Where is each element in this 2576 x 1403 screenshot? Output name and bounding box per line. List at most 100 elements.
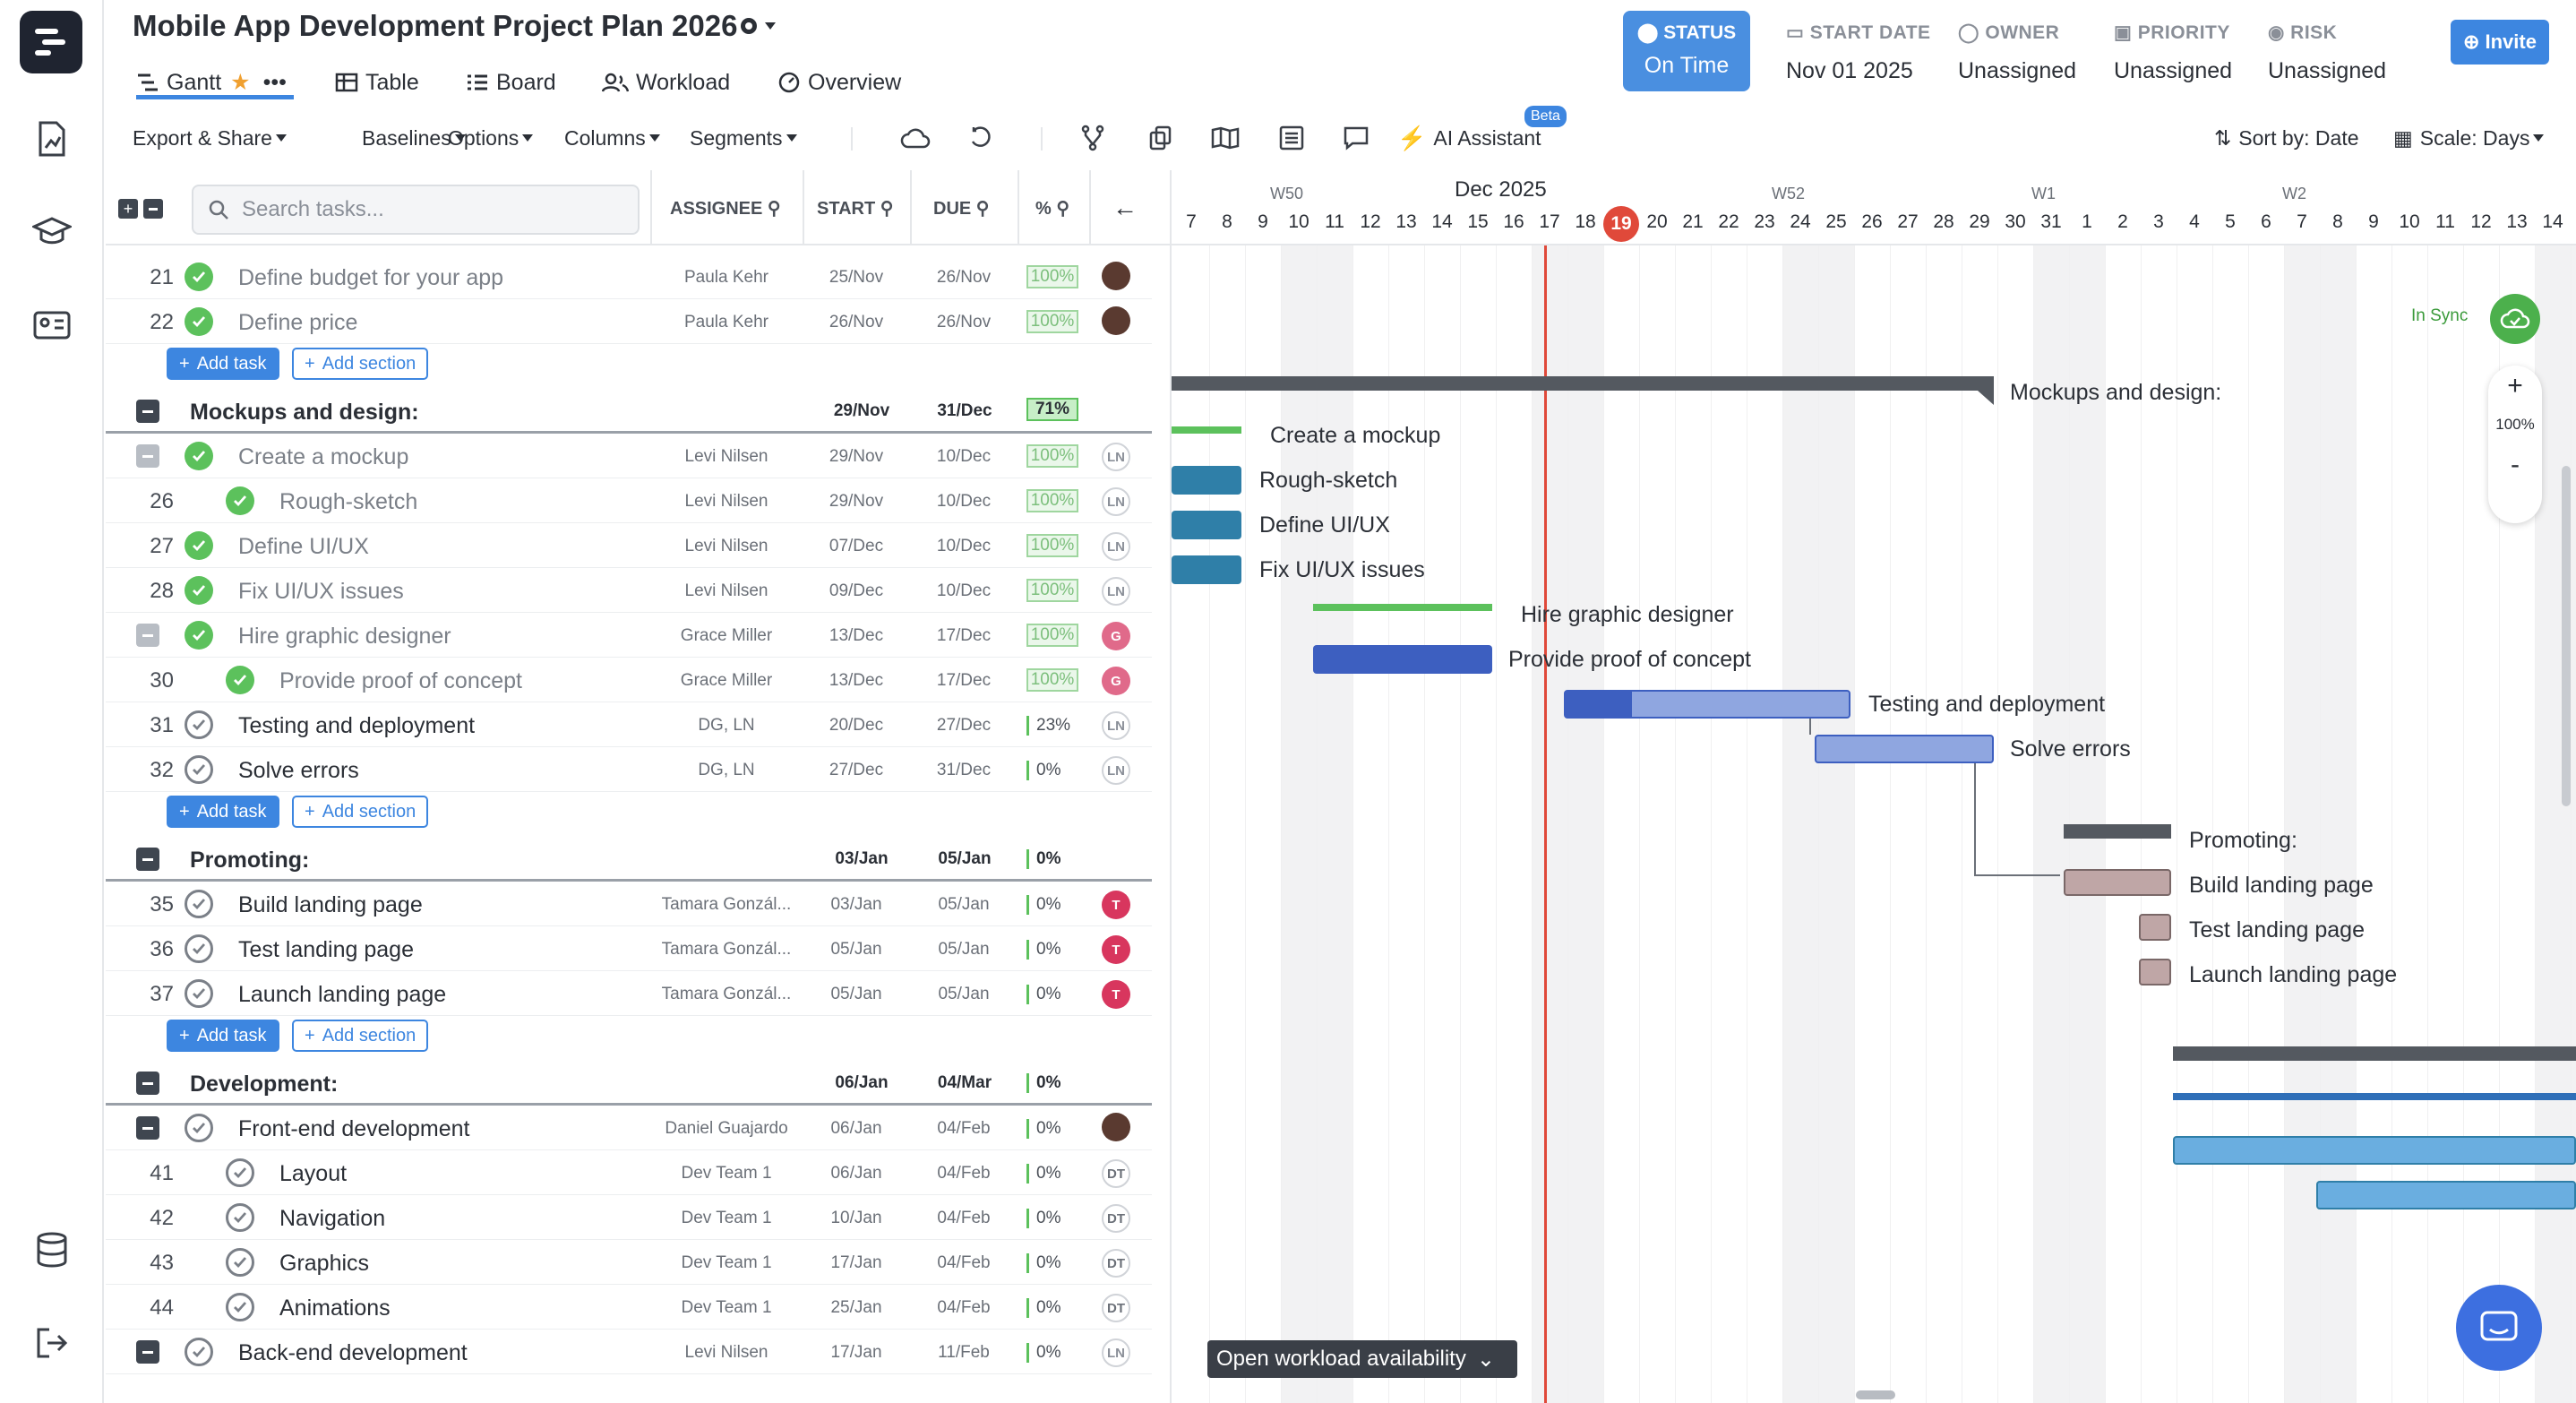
task-due[interactable]: 27/Dec <box>936 716 992 735</box>
task-due[interactable]: 31/Dec <box>936 761 992 779</box>
complete-checkbox-icon[interactable] <box>185 1114 213 1142</box>
task-percent[interactable]: 0% <box>1026 895 1060 915</box>
task-name[interactable]: Animations <box>279 1295 391 1321</box>
task-due[interactable]: 05/Jan <box>938 985 990 1003</box>
complete-checkbox-icon[interactable] <box>226 486 254 515</box>
task-start[interactable]: 06/Jan <box>830 1164 882 1183</box>
task-start[interactable]: 20/Dec <box>829 716 884 735</box>
assignee-avatar[interactable]: LN <box>1102 487 1130 516</box>
task-name[interactable]: Front-end development <box>238 1116 470 1141</box>
task-name[interactable]: Hire graphic designer <box>238 624 451 649</box>
task-due[interactable]: 10/Dec <box>936 581 992 600</box>
task-row[interactable]: 31 Testing and deployment DG, LN 20/Dec 27/D… <box>106 702 1152 747</box>
add-task-button[interactable]: + Add task <box>167 348 279 380</box>
task-percent[interactable]: 100% <box>1026 668 1078 692</box>
assignee-avatar[interactable] <box>1102 306 1130 335</box>
contacts-icon[interactable] <box>30 303 74 348</box>
assignee-avatar[interactable]: DT <box>1102 1204 1130 1233</box>
task-name[interactable]: Navigation <box>279 1206 386 1231</box>
task-name[interactable]: Define price <box>238 310 358 335</box>
task-row[interactable]: 44 Animations Dev Team 1 25/Jan 04/Feb 0% DT <box>106 1285 1152 1330</box>
task-start[interactable]: 27/Dec <box>829 761 884 779</box>
col-start[interactable]: START ⚲ <box>817 199 894 219</box>
sort-menu[interactable]: ⇅ Sort by: Date <box>2214 125 2359 150</box>
risk-field[interactable]: ◉ RISK Unassigned <box>2268 22 2386 84</box>
task-percent[interactable]: 0% <box>1026 940 1060 960</box>
task-row[interactable]: 37 Launch landing page Tamara Gonzál... 05/… <box>106 971 1152 1016</box>
task-percent[interactable]: 100% <box>1026 624 1078 647</box>
task-due[interactable]: 05/Jan <box>938 940 990 959</box>
task-due[interactable]: 04/Feb <box>937 1119 991 1138</box>
task-name[interactable]: Launch landing page <box>238 982 447 1007</box>
task-assignee[interactable]: Tamara Gonzál... <box>661 985 792 1003</box>
export-share-menu[interactable]: Export & Share <box>133 124 287 152</box>
project-settings-gear-icon[interactable] <box>736 13 781 39</box>
task-bar[interactable] <box>2173 1093 2576 1100</box>
task-assignee[interactable]: Levi Nilsen <box>684 492 769 511</box>
task-start[interactable]: 05/Jan <box>830 985 882 1003</box>
task-assignee[interactable]: Paula Kehr <box>683 268 769 287</box>
tab-overview[interactable]: Overview <box>777 65 901 100</box>
assignee-avatar[interactable]: DT <box>1102 1159 1130 1188</box>
task-row[interactable]: 41 Layout Dev Team 1 06/Jan 04/Feb 0% DT <box>106 1150 1152 1195</box>
map-icon[interactable] <box>1209 122 1241 154</box>
task-name[interactable]: Test landing page <box>238 937 414 962</box>
task-bar[interactable] <box>1313 604 1492 611</box>
task-assignee[interactable]: Daniel Guajardo <box>665 1119 788 1138</box>
task-start[interactable]: 05/Jan <box>830 940 882 959</box>
collapse-task-icon[interactable] <box>136 1116 159 1140</box>
task-percent[interactable]: 100% <box>1026 579 1078 602</box>
undo-icon[interactable] <box>966 122 998 154</box>
grid-splitter[interactable] <box>1170 170 1172 1403</box>
invite-button[interactable]: ⊕ Invite <box>2451 20 2549 65</box>
task-assignee[interactable]: Dev Team 1 <box>681 1209 772 1227</box>
task-due[interactable]: 05/Jan <box>938 895 990 914</box>
task-bar[interactable] <box>1815 735 1994 763</box>
task-name[interactable]: Fix UI/UX issues <box>238 579 404 604</box>
section-bar[interactable] <box>1172 376 1994 391</box>
assignee-avatar[interactable] <box>1102 1113 1130 1141</box>
task-row[interactable]: 26 Rough-sketch Levi Nilsen 29/Nov 10/Dec 100… <box>106 478 1152 523</box>
task-due[interactable]: 11/Feb <box>938 1343 990 1362</box>
baselines-menu[interactable]: Baselines <box>362 124 466 152</box>
add-section-button[interactable]: + Add section <box>292 796 429 828</box>
task-start[interactable]: 26/Nov <box>829 313 884 331</box>
add-task-button[interactable]: + Add task <box>167 796 279 828</box>
filter-icon[interactable]: ⚲ <box>767 199 781 219</box>
task-assignee[interactable]: Dev Team 1 <box>681 1298 772 1317</box>
complete-checkbox-icon[interactable] <box>226 1248 254 1277</box>
task-bar[interactable] <box>2139 914 2171 941</box>
assignee-avatar[interactable]: T <box>1102 891 1130 919</box>
assignee-avatar[interactable]: G <box>1102 667 1130 695</box>
task-due[interactable]: 17/Dec <box>936 626 992 645</box>
task-percent[interactable]: 100% <box>1026 310 1078 333</box>
task-name[interactable]: Solve errors <box>238 758 359 783</box>
tab-board[interactable]: Board <box>466 65 556 100</box>
assignee-avatar[interactable]: LN <box>1102 711 1130 740</box>
assignee-avatar[interactable] <box>1102 262 1130 290</box>
task-row[interactable]: 32 Solve errors DG, LN 27/Dec 31/Dec 0% LN <box>106 747 1152 792</box>
task-percent[interactable]: 0% <box>1026 1119 1060 1139</box>
col-assignee[interactable]: ASSIGNEE ⚲ <box>670 199 781 219</box>
complete-checkbox-icon[interactable] <box>185 1338 213 1366</box>
complete-checkbox-icon[interactable] <box>185 307 213 336</box>
task-start[interactable]: 07/Dec <box>829 537 884 555</box>
task-assignee[interactable]: Levi Nilsen <box>684 537 769 555</box>
task-bar[interactable] <box>1564 690 1850 719</box>
owner-field[interactable]: ◯ OWNER Unassigned <box>1958 22 2076 84</box>
task-start[interactable]: 06/Jan <box>830 1119 882 1138</box>
assignee-avatar[interactable]: G <box>1102 622 1130 650</box>
collapse-task-icon[interactable] <box>136 444 159 468</box>
database-icon[interactable] <box>30 1227 74 1272</box>
add-task-button[interactable]: + Add task <box>167 1020 279 1052</box>
app-logo-icon[interactable] <box>20 11 82 73</box>
filter-icon[interactable]: ⚲ <box>975 199 990 219</box>
task-assignee[interactable]: Grace Miller <box>680 671 773 690</box>
task-due[interactable]: 10/Dec <box>936 492 992 511</box>
collapse-task-icon[interactable] <box>136 624 159 647</box>
priority-field[interactable]: ▣ PRIORITY Unassigned <box>2114 22 2232 84</box>
task-row[interactable]: 22 Define price Paula Kehr 26/Nov 26/Nov 100% <box>106 299 1152 344</box>
cloud-sync-icon[interactable] <box>2490 294 2540 344</box>
task-percent[interactable]: 0% <box>1026 1298 1060 1318</box>
task-row[interactable]: Create a mockup Levi Nilsen 29/Nov 10/Dec 10… <box>106 434 1152 478</box>
